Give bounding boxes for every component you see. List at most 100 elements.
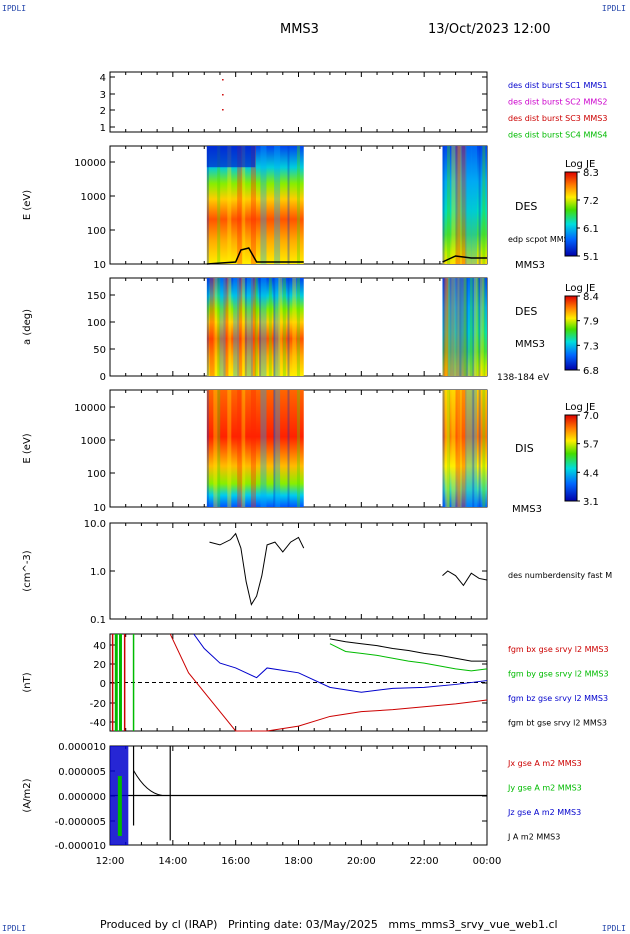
spectrogram-stripe (476, 278, 480, 376)
spectrogram-stripe (469, 278, 473, 376)
colorbar-tick-label: 7.0 (583, 411, 599, 422)
spectrogram-stripe (287, 278, 290, 376)
y-tick-label: 2 (100, 106, 106, 117)
series-label: fgm bt gse srvy l2 MMS3 (508, 719, 607, 728)
plot-title: MMS3 (280, 22, 319, 37)
spectrogram-stripe (461, 146, 467, 264)
spectrogram-stripe (447, 278, 451, 376)
y-tick-label: 0.1 (90, 615, 106, 626)
spectrogram-stripe (470, 278, 477, 376)
density-line (442, 570, 488, 587)
spectrogram-stripe (465, 146, 472, 264)
y-tick-label: 100 (87, 318, 106, 329)
spectrogram-stripe (453, 278, 460, 376)
spectrogram-stripe (478, 278, 481, 376)
panel-label: DES (515, 200, 537, 213)
spectrogram-stripe (273, 278, 276, 376)
y-tick-label: 10 (93, 503, 106, 514)
y-tick-label: 40 (93, 641, 106, 652)
x-tick-label: 20:00 (347, 856, 376, 867)
spectrogram-stripe (470, 390, 477, 507)
spectrogram-stripe (465, 278, 472, 376)
field-line (193, 633, 488, 693)
y-tick-label: 10 (93, 260, 106, 271)
spectrogram-stripe (443, 278, 449, 376)
spectrogram-stripe (260, 278, 267, 376)
y-tick-label: 1000 (81, 436, 106, 447)
spectrogram-block (442, 278, 487, 376)
spectrogram-stripe (274, 390, 281, 507)
data-point (222, 79, 224, 81)
spectrogram-stripe (241, 278, 246, 376)
density-line (209, 532, 305, 606)
spectrogram-stripe (482, 390, 486, 507)
spectrogram-stripe (455, 390, 461, 507)
spectrogram-stripe (213, 390, 218, 507)
y-axis-label: E (eV) (22, 190, 33, 220)
spectrogram-stripe (478, 390, 481, 507)
colorbar-title: Log JE (565, 159, 595, 170)
spectrogram-stripe (250, 278, 256, 376)
field-line (169, 633, 488, 732)
spectrogram-stripe (445, 390, 450, 507)
current-burst (117, 776, 122, 836)
spectrogram-block (206, 278, 304, 376)
y-axis-label: (nT) (22, 672, 33, 692)
spectrogram-stripe (246, 278, 253, 376)
spectrogram-stripe (447, 146, 451, 264)
data-point (222, 94, 224, 96)
y-tick-label: -40 (90, 718, 106, 729)
y-tick-label: 100 (87, 226, 106, 237)
spectrogram-block (442, 146, 487, 264)
spectrogram-stripe (451, 390, 456, 507)
spectrogram-stripe (451, 278, 456, 376)
panel-sub-label: MMS3 (515, 260, 545, 271)
y-tick-label: -0.000010 (55, 841, 106, 852)
series-label: des numberdensity fast M (508, 571, 612, 580)
spectrogram-stripe (260, 390, 267, 507)
spectrogram-stripe (461, 278, 467, 376)
spectrogram-stripe (457, 390, 462, 507)
y-tick-label: 1.0 (90, 567, 106, 578)
y-tick-label: 0.000010 (58, 742, 106, 753)
spectrogram-stripe (449, 278, 455, 376)
colorbar-title: Log JE (565, 402, 595, 413)
spectrogram-stripe (473, 278, 478, 376)
y-tick-label: 10000 (74, 158, 106, 169)
spectrogram-stripe (282, 278, 286, 376)
spectrogram-stripe (287, 146, 290, 264)
y-tick-label: 1000 (81, 192, 106, 203)
x-tick-label: 16:00 (221, 856, 250, 867)
spectrogram-stripe (259, 278, 262, 376)
colorbar-tick-label: 7.9 (583, 317, 599, 328)
spectrogram-stripe (227, 278, 232, 376)
y-tick-label: 100 (87, 469, 106, 480)
spectrogram-stripe (237, 390, 243, 507)
spectrogram-stripe (442, 146, 445, 264)
spectrogram-stripe (244, 278, 247, 376)
spectrogram-stripe (206, 390, 209, 507)
spectrogram-stripe (296, 146, 300, 264)
spectrogram-stripe (451, 146, 456, 264)
colorbar (564, 295, 578, 371)
spectrogram-stripe (213, 278, 218, 376)
y-axis-label: (cm^-3) (22, 550, 33, 591)
data-point (222, 109, 224, 111)
spectrogram-stripe (457, 146, 462, 264)
footer-text: Produced by cl (IRAP) Printing date: 03/… (100, 918, 558, 931)
colorbar-tick-label: 5.7 (583, 440, 599, 451)
spectrogram-stripe (227, 146, 232, 264)
spectrogram-stripe (447, 390, 451, 507)
legend-entry: des dist burst SC1 MMS1 (508, 81, 607, 90)
colorbar-tick-label: 6.8 (583, 366, 599, 377)
corner-label-br: IPDLI (601, 924, 626, 933)
spectrogram-stripe (465, 390, 472, 507)
scpot-line (442, 255, 487, 263)
series-label: Jx gse A m2 MMS3 (507, 759, 582, 768)
current-decay (133, 770, 163, 796)
spectrogram-stripe (445, 278, 450, 376)
series-label: fgm bx gse srvy l2 MMS3 (508, 645, 609, 654)
panel-label: DES (515, 305, 537, 318)
spectrogram-stripe (287, 390, 290, 507)
